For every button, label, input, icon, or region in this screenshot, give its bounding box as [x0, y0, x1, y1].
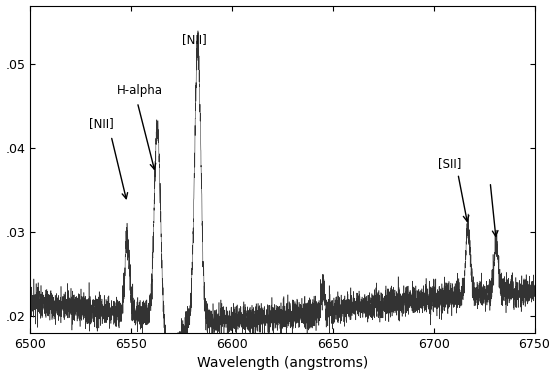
- Text: [SII]: [SII]: [438, 157, 461, 170]
- X-axis label: Wavelength (angstroms): Wavelength (angstroms): [197, 356, 368, 370]
- Text: [NII]: [NII]: [182, 33, 206, 46]
- Text: H-alpha: H-alpha: [117, 84, 163, 97]
- Text: [NII]: [NII]: [89, 117, 113, 130]
